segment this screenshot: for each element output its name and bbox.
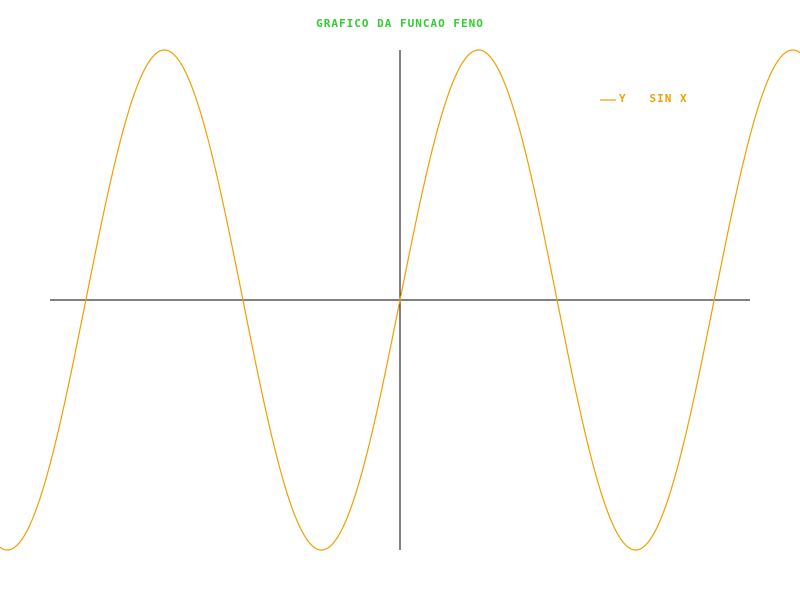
chart-title: GRAFICO DA FUNCAO FENO (316, 17, 484, 30)
sine-series-line (0, 49, 800, 551)
legend-label: Y SIN X (619, 92, 688, 105)
legend: Y SIN X (600, 92, 688, 105)
